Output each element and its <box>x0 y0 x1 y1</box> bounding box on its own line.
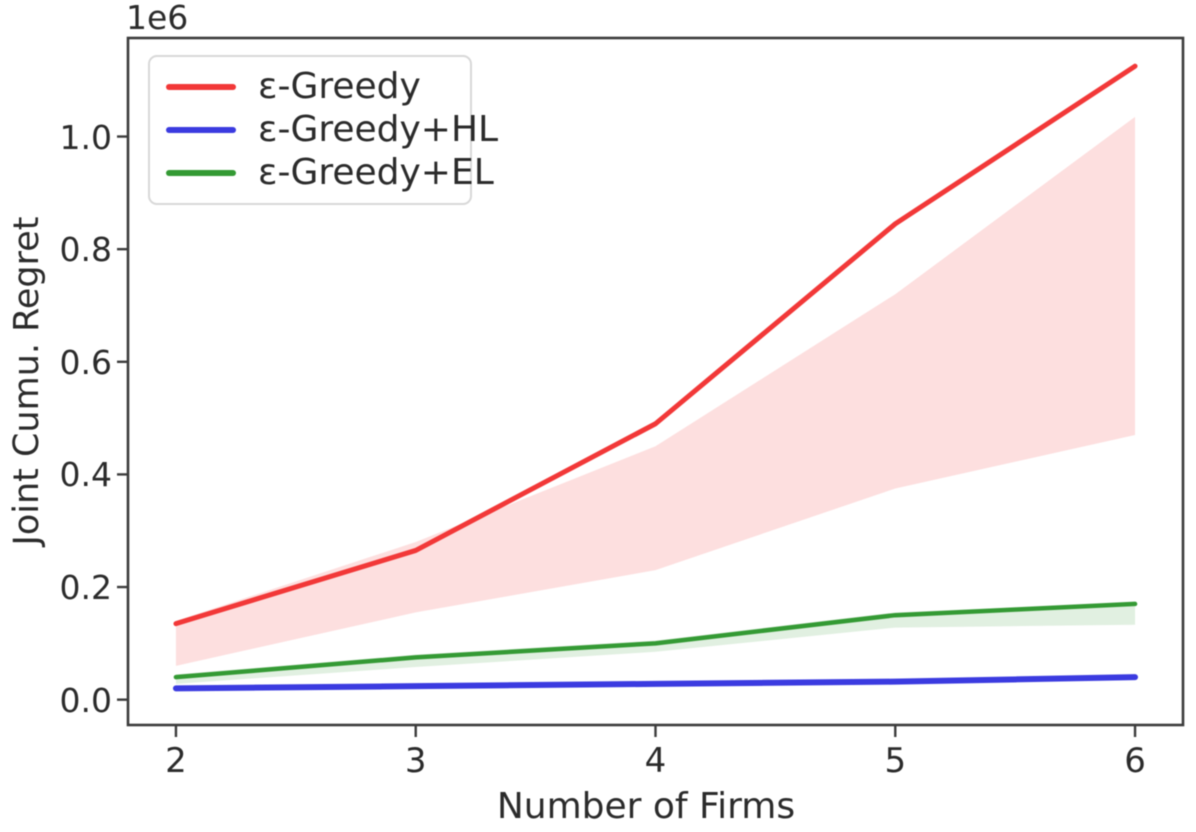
y-axis-offset-label: 1e6 <box>126 0 189 37</box>
y-tick-label-0.0: 0.0 <box>59 680 112 720</box>
legend-item-e-greedy-el: ε-Greedy+EL <box>166 155 494 191</box>
legend-label-e-greedy: ε-Greedy <box>258 65 421 107</box>
legend-label-e-greedy-hl: ε-Greedy+HL <box>258 108 499 150</box>
y-tick-label-0.4: 0.4 <box>59 455 112 495</box>
series-line-1 <box>172 674 1139 692</box>
x-tick-label-3: 3 <box>404 741 427 781</box>
series-line-2 <box>173 601 1138 680</box>
y-tick-label-1.0: 1.0 <box>59 117 112 157</box>
x-tick-label-4: 4 <box>644 741 667 781</box>
legend-swatch-blue-line-icon <box>166 126 236 133</box>
legend-label-e-greedy-el: ε-Greedy+EL <box>258 152 494 194</box>
x-tick-label-6: 6 <box>1124 741 1146 781</box>
y-tick-label-0.2: 0.2 <box>59 568 112 608</box>
x-tick-label-5: 5 <box>884 741 907 781</box>
legend-item-e-greedy-hl: ε-Greedy+HL <box>166 111 498 148</box>
legend-item-e-greedy: ε-Greedy <box>166 65 460 107</box>
x-axis-label: Number of Firms <box>496 786 796 827</box>
y-tick-label-0.6: 0.6 <box>59 342 112 382</box>
x-tick-label-2: 2 <box>165 741 187 781</box>
legend-swatch-green-line-icon <box>166 170 236 177</box>
series-line-0 <box>173 63 1138 627</box>
legend-swatch-red-line-icon <box>166 83 236 90</box>
confidence-band-0 <box>175 116 1136 666</box>
legend: ε-Greedy ε-Greedy+HL ε-Greedy+EL <box>148 55 498 205</box>
y-tick-label-0.8: 0.8 <box>59 230 112 270</box>
